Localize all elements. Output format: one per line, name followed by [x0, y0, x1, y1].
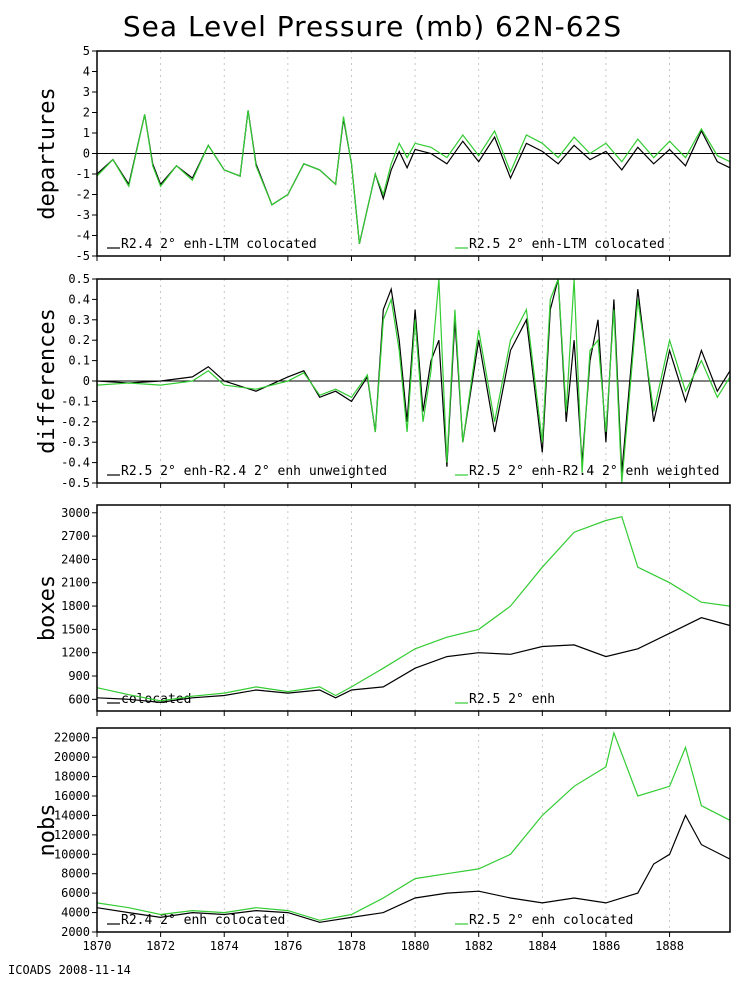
- plot-frame: [96, 727, 731, 933]
- y-tick-label: 2400: [61, 552, 90, 566]
- y-tick-label: -4: [76, 229, 90, 243]
- y-tick-label: 2: [83, 106, 90, 120]
- panel-nobs: 2000 4000 6000 8000 10000 12000 14000 16000 1800…: [35, 727, 731, 953]
- series-line-green: [96, 730, 731, 921]
- x-tick-label: 1878: [337, 939, 366, 953]
- y-tick-label: 10000: [54, 847, 90, 861]
- y-tick-label: 5: [83, 44, 90, 58]
- y-axis-label: boxes: [35, 575, 60, 641]
- x-tick-label: 1870: [83, 939, 112, 953]
- y-tick-label: 2700: [61, 529, 90, 543]
- y-tick-label: -0.3: [61, 435, 90, 449]
- x-tick-label: 1880: [401, 939, 430, 953]
- y-axis-label: departures: [35, 87, 60, 219]
- series-line-green: [96, 110, 731, 244]
- panel-differences: -0.5 -0.4 -0.3 -0.2 -0.1 0 0.1 0.2 0.3 0.4 0.5 R2.5…: [35, 272, 731, 490]
- y-tick-label: 2000: [61, 925, 90, 939]
- y-tick-label: 4000: [61, 906, 90, 920]
- legend-label: R2.5 2° enh: [469, 692, 555, 707]
- y-tick-label: 1500: [61, 622, 90, 636]
- plot-frame: [96, 278, 731, 484]
- footer-source: ICOADS 2008-11-14: [8, 963, 131, 977]
- y-tick-label: 0: [83, 374, 90, 388]
- y-tick-label: 4: [83, 65, 90, 79]
- y-tick-label: 22000: [54, 731, 90, 745]
- y-tick-label: 0.4: [68, 292, 90, 306]
- x-tick-label: 1888: [655, 939, 684, 953]
- y-tick-label: 14000: [54, 808, 90, 822]
- x-tick-label: 1884: [528, 939, 557, 953]
- legend-label: R2.4 2° enh colocated: [121, 913, 285, 928]
- y-tick-label: 0.2: [68, 333, 90, 347]
- x-tick-label: 1876: [273, 939, 302, 953]
- y-tick-label: -2: [76, 188, 90, 202]
- y-tick-label: 0.5: [68, 272, 90, 286]
- y-axis-label: nobs: [35, 804, 60, 857]
- y-tick-label: 900: [68, 669, 90, 683]
- y-tick-label: 18000: [54, 770, 90, 784]
- series-line-black: [96, 814, 731, 923]
- y-tick-label: 8000: [61, 867, 90, 881]
- series-line-black: [96, 617, 731, 704]
- chart-title: Sea Level Pressure (mb) 62N-62S: [122, 10, 623, 43]
- y-tick-label: 0: [83, 147, 90, 161]
- x-tick-label: 1886: [591, 939, 620, 953]
- y-tick-label: -0.1: [61, 394, 90, 408]
- legend-label: R2.5 2° enh-R2.4 2° enh unweighted: [121, 464, 387, 479]
- y-tick-label: 3000: [61, 506, 90, 520]
- plot-frame: [96, 504, 731, 712]
- y-tick-label: 2100: [61, 576, 90, 590]
- x-tick-label: 1874: [210, 939, 239, 953]
- y-tick-label: 0.1: [68, 354, 90, 368]
- series-line-black: [96, 110, 731, 244]
- y-tick-label: -0.4: [61, 456, 90, 470]
- panel-boxes: 6009001200150018002100240027003000coloca…: [35, 504, 731, 716]
- x-tick-label: 1872: [146, 939, 175, 953]
- series-line-green: [96, 515, 731, 702]
- y-tick-label: 600: [68, 692, 90, 706]
- y-tick-label: 6000: [61, 886, 90, 900]
- legend-label: R2.5 2° enh-LTM colocated: [469, 237, 665, 252]
- y-tick-label: 20000: [54, 750, 90, 764]
- y-tick-label: -5: [76, 249, 90, 263]
- y-tick-label: 16000: [54, 789, 90, 803]
- x-tick-label: 1882: [464, 939, 493, 953]
- legend-label: R2.5 2° enh-R2.4 2° enh weighted: [469, 464, 719, 479]
- panel-departures: -5 -4 -3 -2 -1 0 1 2 3 4 5 R2.4 2° enh-LTM colocate…: [35, 44, 731, 263]
- y-tick-label: -0.2: [61, 415, 90, 429]
- y-tick-label: -0.5: [61, 476, 90, 490]
- y-tick-label: 12000: [54, 828, 90, 842]
- y-tick-label: 1: [83, 126, 90, 140]
- plot-frame: [96, 50, 731, 257]
- y-axis-label: differences: [35, 308, 60, 454]
- y-tick-label: -1: [76, 167, 90, 181]
- y-tick-label: 1800: [61, 599, 90, 613]
- legend-label: R2.4 2° enh-LTM colocated: [121, 237, 317, 252]
- y-tick-label: -3: [76, 208, 90, 222]
- y-tick-label: 1200: [61, 646, 90, 660]
- y-tick-label: 3: [83, 85, 90, 99]
- series-line-green: [96, 278, 731, 484]
- series-line-black: [96, 278, 731, 473]
- legend-label: R2.5 2° enh colocated: [469, 913, 633, 928]
- y-tick-label: 0.3: [68, 313, 90, 327]
